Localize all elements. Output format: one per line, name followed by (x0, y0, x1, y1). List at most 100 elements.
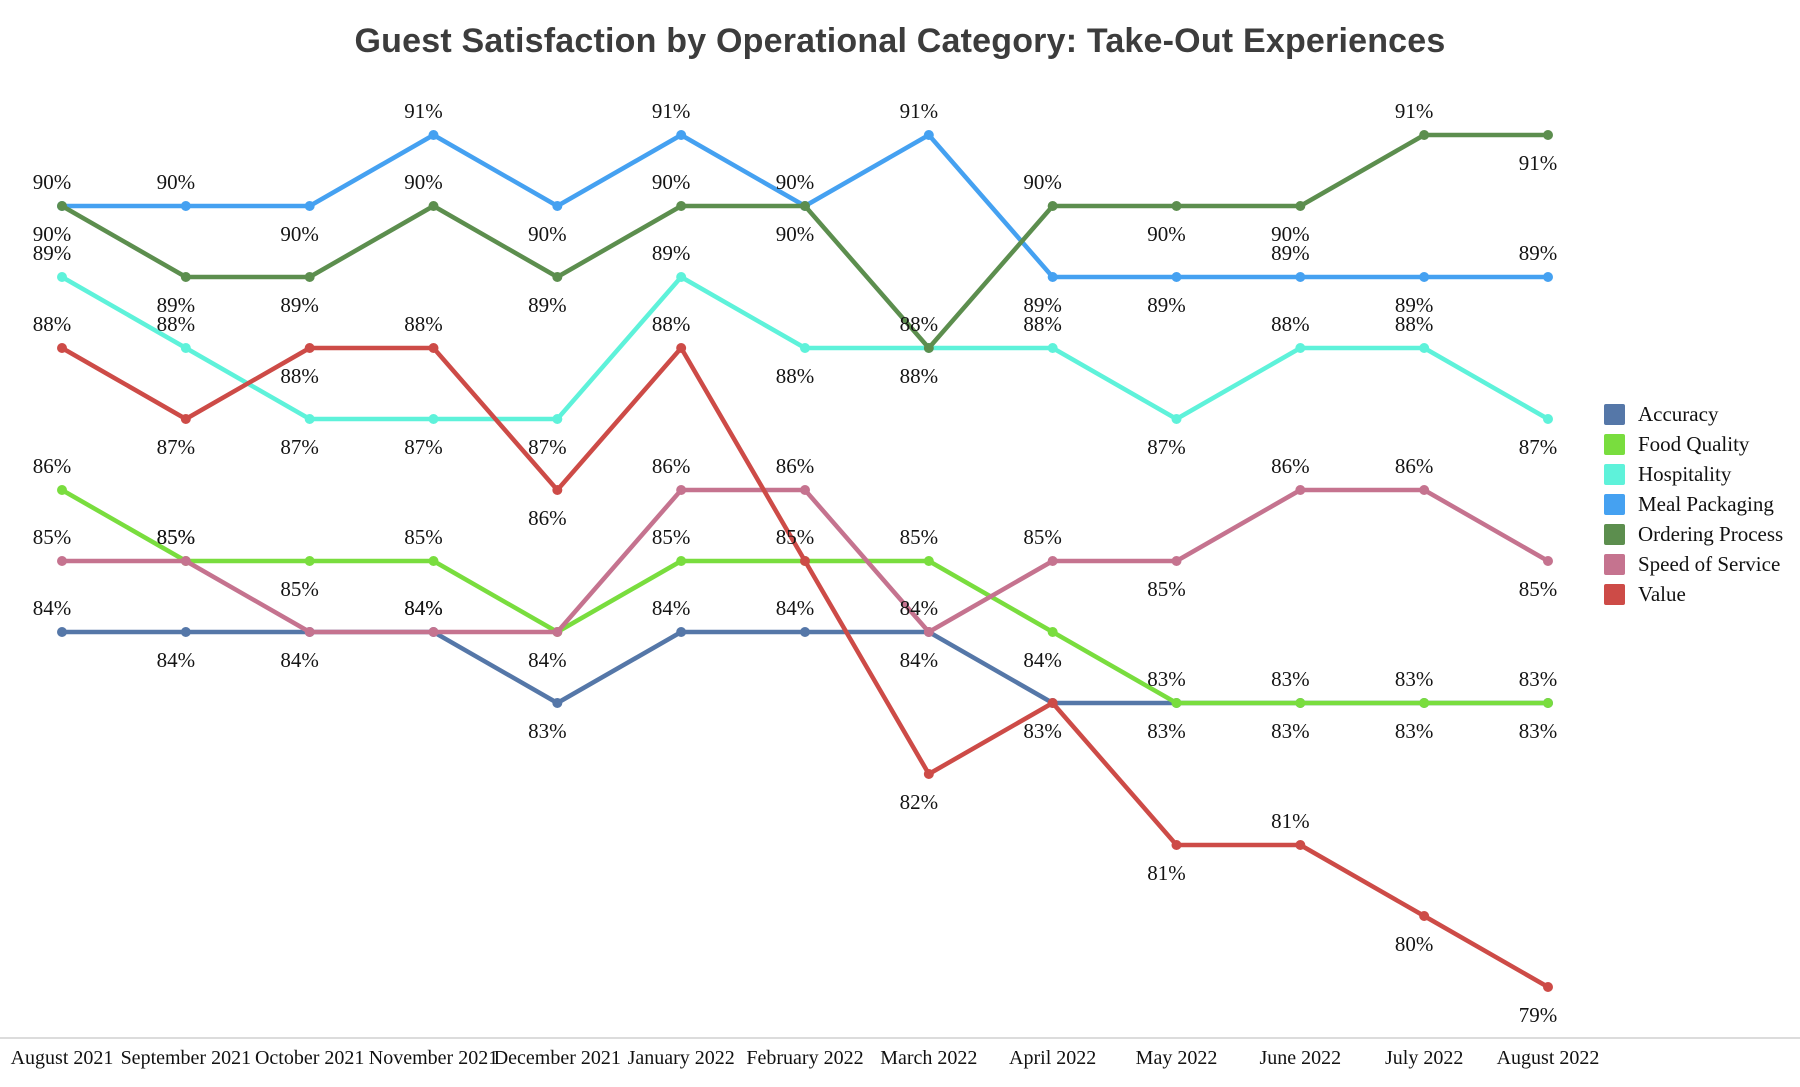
data-point (1542, 272, 1553, 282)
legend-swatch (1604, 523, 1625, 545)
data-point (1419, 130, 1430, 140)
data-point (676, 272, 687, 282)
data-point (799, 201, 810, 211)
value-label: 91% (1395, 99, 1434, 123)
legend: Accuracy Food Quality Hospitality Meal Pack… (1604, 399, 1783, 609)
value-label: 89% (1271, 241, 1310, 265)
x-axis-label: May 2022 (1136, 1047, 1218, 1069)
value-label: 85% (404, 525, 443, 549)
value-label: 84% (900, 648, 939, 672)
legend-swatch (1604, 553, 1625, 575)
x-axis-label: January 2022 (628, 1047, 735, 1069)
value-label: 90% (404, 170, 443, 194)
data-point (428, 201, 439, 211)
value-label: 82% (900, 790, 939, 814)
value-label: 81% (1271, 809, 1310, 833)
value-label: 90% (157, 170, 196, 194)
value-label: 85% (157, 525, 196, 549)
value-label: 90% (652, 170, 691, 194)
value-label: 88% (157, 312, 196, 336)
data-point (428, 627, 439, 637)
value-label: 90% (1023, 170, 1062, 194)
x-axis-label: September 2021 (121, 1047, 252, 1069)
value-label: 87% (280, 435, 319, 459)
value-label: 87% (1519, 435, 1558, 459)
x-axis-label: March 2022 (880, 1047, 977, 1069)
data-point (304, 414, 315, 424)
value-label: 83% (1271, 667, 1310, 691)
data-point (1295, 201, 1306, 211)
value-label: 88% (776, 364, 815, 388)
data-point (1419, 911, 1430, 921)
data-point (57, 343, 67, 353)
value-label: 89% (1023, 293, 1062, 317)
value-label: 89% (528, 293, 567, 317)
data-point (1295, 698, 1306, 708)
value-label: 81% (1147, 861, 1186, 885)
data-point (1542, 414, 1553, 424)
value-label: 88% (404, 312, 443, 336)
value-label: 85% (33, 525, 72, 549)
value-label: 86% (1395, 454, 1434, 478)
value-label: 83% (1147, 719, 1186, 743)
legend-item-value: Value (1604, 579, 1783, 609)
chart-title: Guest Satisfaction by Operational Catego… (354, 22, 1446, 60)
value-label: 86% (528, 506, 567, 530)
data-point (57, 627, 67, 637)
data-point (180, 343, 191, 353)
data-point (428, 414, 439, 424)
value-label: 91% (1519, 151, 1558, 175)
data-point (676, 485, 687, 495)
value-label: 90% (776, 170, 815, 194)
data-point (304, 201, 315, 211)
x-axis-label: July 2022 (1385, 1047, 1463, 1069)
data-point (304, 627, 315, 637)
value-label: 88% (280, 364, 319, 388)
value-label: 83% (1271, 719, 1310, 743)
x-axis-label: August 2021 (11, 1047, 114, 1069)
legend-swatch (1604, 493, 1625, 515)
data-point (1295, 343, 1306, 353)
value-label: 83% (1519, 719, 1558, 743)
data-point (304, 556, 315, 566)
data-point (1171, 840, 1182, 850)
data-point (799, 485, 810, 495)
data-point (1419, 698, 1430, 708)
legend-swatch (1604, 403, 1625, 425)
data-point (1295, 272, 1306, 282)
x-axis-label: June 2022 (1259, 1047, 1341, 1069)
value-label: 83% (1519, 667, 1558, 691)
value-label: 86% (33, 454, 72, 478)
value-label: 85% (776, 525, 815, 549)
value-label: 85% (900, 525, 939, 549)
value-label: 84% (900, 596, 939, 620)
value-label: 85% (157, 525, 196, 549)
data-point (180, 414, 191, 424)
value-label: 89% (1519, 241, 1558, 265)
value-label: 89% (1147, 293, 1186, 317)
data-point (1171, 272, 1182, 282)
data-point (428, 343, 439, 353)
value-label: 85% (652, 525, 691, 549)
x-axis-label: April 2022 (1009, 1047, 1096, 1069)
value-label: 83% (1395, 719, 1434, 743)
value-label: 79% (1519, 1003, 1558, 1027)
data-point (676, 130, 687, 140)
data-point (552, 698, 563, 708)
series-value (57, 343, 1553, 992)
value-label: 91% (900, 99, 939, 123)
value-label: 88% (1271, 312, 1310, 336)
value-label: 88% (1023, 312, 1062, 336)
data-point (428, 130, 439, 140)
value-label: 83% (528, 719, 567, 743)
legend-label: Accuracy (1638, 401, 1719, 426)
value-label: 85% (1519, 577, 1558, 601)
data-point (676, 343, 687, 353)
data-point (304, 272, 315, 282)
value-label: 90% (528, 222, 567, 246)
legend-swatch (1604, 463, 1625, 485)
data-point (1047, 627, 1058, 637)
value-label: 83% (1023, 719, 1062, 743)
data-point (552, 414, 563, 424)
